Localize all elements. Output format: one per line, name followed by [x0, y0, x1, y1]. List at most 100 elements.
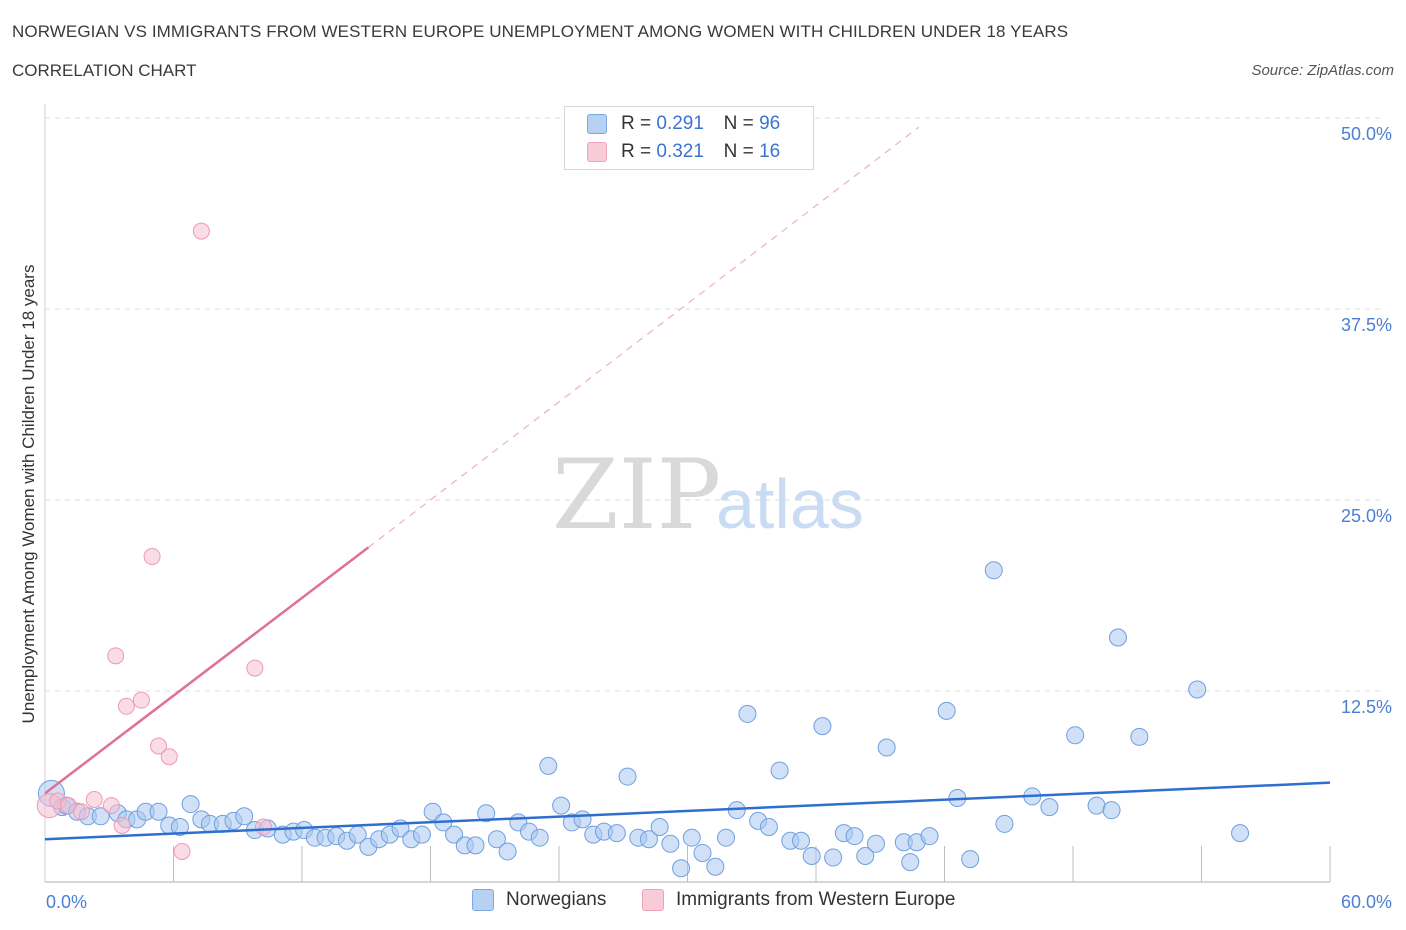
chart-title: NORWEGIAN VS IMMIGRANTS FROM WESTERN EUR… [12, 22, 1069, 41]
norwegians-point [170, 817, 189, 836]
source-attribution: Source: ZipAtlas.com [1251, 62, 1394, 79]
chart-subtitle: CORRELATION CHART [12, 61, 197, 80]
y-tick-label: 37.5% [1341, 315, 1392, 335]
norwegians-point [552, 796, 571, 815]
legend-r-label: R = [621, 141, 652, 162]
norwegians-point [1066, 726, 1085, 745]
legend-n-value: 16 [759, 141, 781, 162]
legend-label-immigrants: Immigrants from Western Europe [676, 889, 956, 910]
stats-legend: R = 0.291 N = 96 R = 0.321 N = 16 [564, 106, 814, 170]
norwegians-point [738, 704, 757, 723]
axes [44, 104, 1331, 883]
norwegians-point [802, 847, 821, 866]
immigrants-point [143, 548, 161, 566]
norwegians-point [1040, 798, 1059, 817]
x-tick-labels: 0.0% 60.0% [46, 892, 1392, 912]
legend-swatch-norwegians [472, 889, 494, 911]
norwegians-point [672, 859, 691, 878]
norwegians-point [149, 802, 168, 821]
norwegians-point [845, 827, 864, 846]
norwegians-point [706, 857, 725, 876]
legend-label-norwegians: Norwegians [506, 889, 607, 910]
norwegians-point [937, 701, 956, 720]
immigrants-point [246, 659, 264, 677]
x-tick-label: 0.0% [46, 892, 87, 912]
norwegians-point [650, 817, 669, 836]
norwegians-point [961, 850, 980, 869]
norwegians-point [1087, 796, 1106, 815]
immigrants-point [72, 803, 90, 821]
series-legend: Norwegians Immigrants from Western Europ… [0, 889, 1406, 915]
norwegians-point [984, 561, 1003, 580]
norwegians-point [693, 843, 712, 862]
legend-swatch-pink [587, 142, 607, 162]
norwegians-point [235, 807, 254, 826]
legend-r-value: 0.321 [656, 141, 704, 162]
norwegians-point [539, 756, 558, 775]
norwegians-point [639, 830, 658, 849]
norwegians-point [920, 827, 939, 846]
gridlines [45, 117, 1380, 692]
immigrants-point [192, 222, 210, 240]
norwegians-point [487, 830, 506, 849]
norwegians-point [866, 834, 885, 853]
immigrants-points [36, 222, 272, 860]
norwegians-point [607, 824, 626, 843]
norwegians-point [466, 836, 485, 855]
norwegians-point [824, 848, 843, 867]
norwegians-point [618, 767, 637, 786]
legend-item-immigrants[interactable]: Immigrants from Western Europe [642, 889, 955, 911]
legend-item-norwegians[interactable]: Norwegians [472, 889, 606, 911]
norwegians-point [181, 795, 200, 814]
norwegians-point [1188, 680, 1207, 699]
trend-lines [44, 126, 1331, 841]
norwegians-point [423, 802, 442, 821]
norwegians-points [37, 561, 1250, 878]
legend-row-norwegians: R = 0.291 N = 96 [587, 112, 780, 136]
watermark: ZIP atlas [552, 439, 864, 551]
immigrants-trend-extension [368, 126, 920, 548]
norwegians-point [856, 847, 875, 866]
norwegians-point [995, 814, 1014, 833]
immigrants-point [102, 797, 120, 815]
x-tick-label: 60.0% [1341, 892, 1392, 912]
immigrants-point [254, 818, 272, 836]
norwegians-point [1130, 727, 1149, 746]
norwegians-point [91, 807, 110, 826]
watermark-zip: ZIP [552, 439, 721, 551]
immigrants-point [113, 816, 131, 834]
norwegians-point [770, 761, 789, 780]
y-tick-label: 25.0% [1341, 506, 1392, 526]
norwegians-point [813, 717, 832, 736]
immigrants-point [160, 748, 178, 766]
watermark-atlas: atlas [716, 465, 864, 543]
norwegians-point [573, 810, 592, 829]
norwegians-point [717, 828, 736, 847]
legend-n-label: N = [723, 113, 754, 134]
norwegians-point [792, 831, 811, 850]
y-tick-label: 50.0% [1341, 124, 1392, 144]
norwegians-point [877, 738, 896, 757]
legend-r-value: 0.291 [656, 113, 704, 134]
norwegians-point [682, 828, 701, 847]
legend-swatch-immigrants [642, 889, 664, 911]
norwegians-point [477, 804, 496, 823]
norwegians-point [1231, 824, 1250, 843]
norwegians-point [498, 842, 517, 861]
immigrants-point [132, 691, 150, 709]
legend-r-label: R = [621, 113, 652, 134]
legend-n-value: 96 [759, 113, 781, 134]
y-tick-label: 12.5% [1341, 697, 1392, 717]
legend-swatch-blue [587, 114, 607, 134]
immigrants-point [85, 790, 103, 808]
immigrants-trend-line [44, 546, 370, 795]
norwegians-trend-line [44, 781, 1331, 841]
y-tick-labels: 12.5% 25.0% 37.5% 50.0% [1341, 124, 1392, 717]
norwegians-point [1108, 628, 1127, 647]
immigrants-point [173, 842, 191, 860]
norwegians-point [901, 853, 920, 872]
norwegians-point [661, 834, 680, 853]
immigrants-point [107, 647, 125, 665]
immigrants-point [150, 737, 168, 755]
